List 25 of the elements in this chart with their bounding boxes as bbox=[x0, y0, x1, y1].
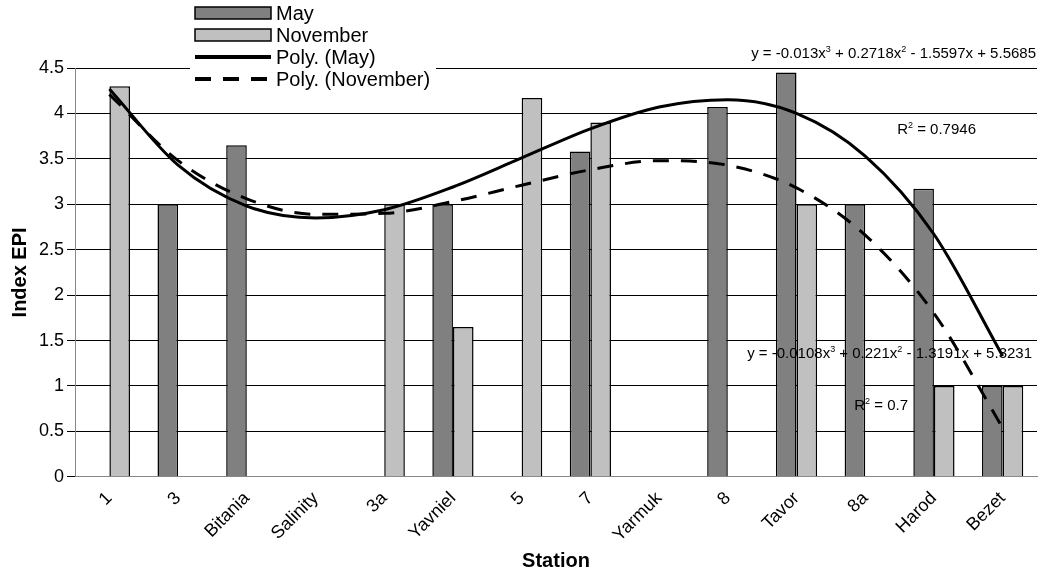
y-tick-label: 2 bbox=[54, 284, 65, 305]
x-tick-label: 3a bbox=[362, 486, 392, 516]
text: y = -0.013x$^{3}$ + 0.2718x$^{2}$ - 1.5597x + 5.5685 bbox=[751, 44, 1036, 61]
y-tick-label: 3.5 bbox=[38, 147, 65, 168]
x-tick-label: 8 bbox=[712, 487, 735, 509]
x-tick-label: 8a bbox=[843, 486, 873, 516]
x-tick-label: 7 bbox=[575, 487, 597, 509]
x-tick-label: 3 bbox=[163, 487, 185, 509]
legend-label: Poly. (November) bbox=[276, 68, 431, 90]
legend-label: November bbox=[276, 24, 369, 46]
y-tick-label: 4 bbox=[54, 102, 65, 123]
x-tick-label: 1 bbox=[94, 487, 116, 509]
y-tick-label: 0 bbox=[54, 465, 65, 486]
y-axis-title: Index EPI bbox=[7, 227, 30, 318]
y-tick-label: 1 bbox=[54, 374, 65, 395]
legend-label: Poly. (May) bbox=[276, 46, 376, 68]
x-axis-title: Station bbox=[522, 548, 590, 571]
legend-label: May bbox=[276, 2, 314, 24]
x-tick-label: 5 bbox=[506, 487, 528, 509]
y-tick-label: 1.5 bbox=[38, 329, 65, 350]
y-tick-label: 4.5 bbox=[38, 56, 65, 77]
annotation: R$^{2}$ = 0.7946 bbox=[897, 120, 976, 137]
y-tick-label: 3 bbox=[54, 193, 65, 214]
y-tick-label: 2.5 bbox=[38, 238, 65, 259]
y-tick-label: 0.5 bbox=[38, 420, 65, 441]
